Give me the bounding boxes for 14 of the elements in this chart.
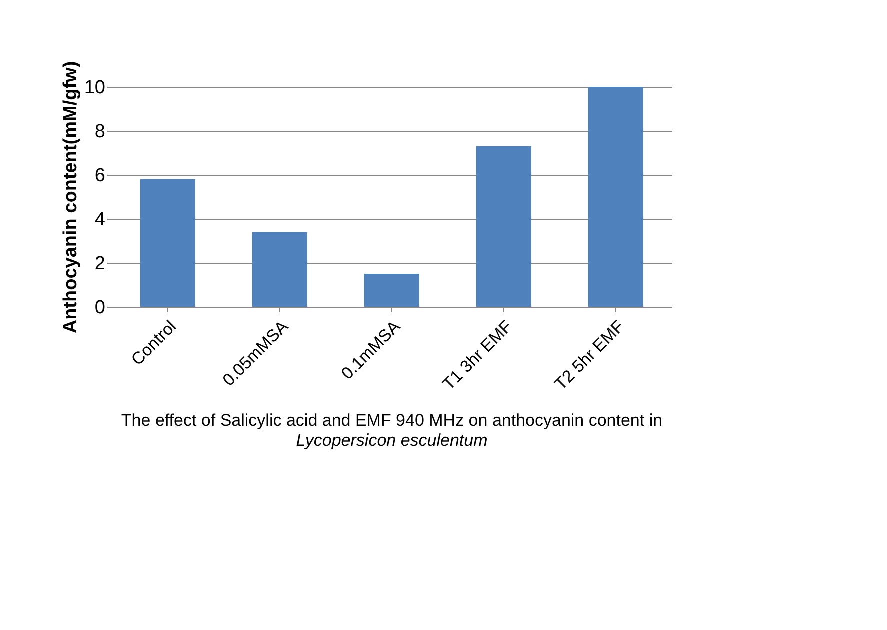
y-tick-label: 2	[94, 254, 106, 274]
y-axis-title: Anthocyanin content(mM/gfw)	[60, 61, 82, 334]
bar	[364, 274, 420, 307]
y-tick-label: 6	[94, 166, 106, 186]
bar	[588, 87, 644, 307]
text: Lycopersicon esculentum	[296, 430, 488, 450]
y-tick-label: 0	[94, 298, 106, 318]
bar	[140, 179, 196, 307]
bar	[252, 232, 308, 307]
bar	[476, 146, 532, 307]
text: The effect of Salicylic acid and EMF 940 MHz on anthocyanin content in	[121, 410, 663, 430]
y-tick-label: 4	[94, 210, 106, 230]
y-tick-label: 8	[94, 122, 106, 142]
y-tick-label: 10	[84, 78, 106, 98]
